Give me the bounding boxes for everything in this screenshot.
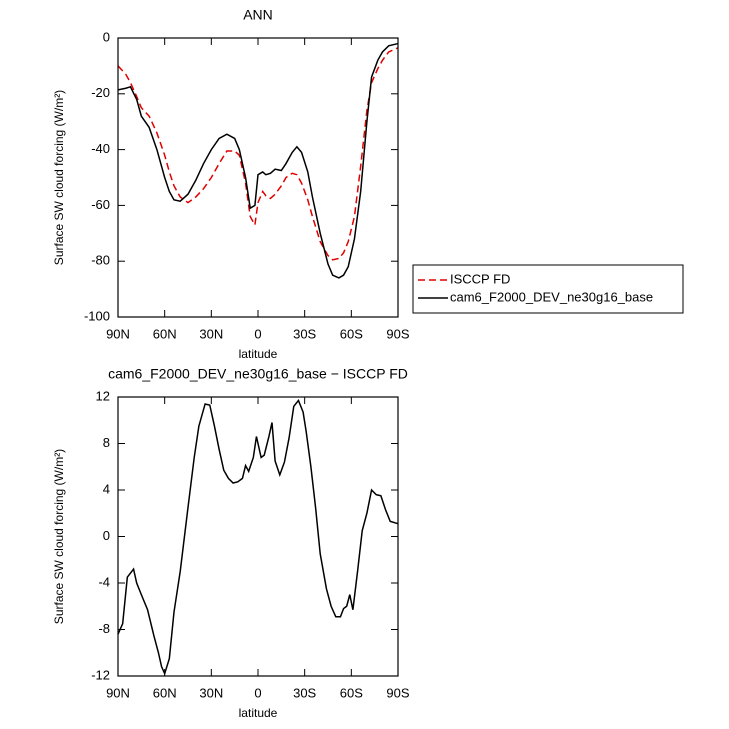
y-tick-label: 4 [103, 481, 110, 496]
data-line [117, 47, 399, 261]
legend: ISCCP FD cam6_F2000_DEV_ne30g16_base [412, 264, 684, 314]
y-tick-label: -20 [91, 85, 110, 100]
x-tick-label: 0 [254, 326, 261, 341]
y-tick-label: -4 [98, 574, 110, 589]
y-axis-label: Surface SW cloud forcing (W/m²) [52, 90, 66, 265]
x-tick-label: 90S [386, 685, 409, 700]
chart-title: ANN [243, 7, 273, 23]
x-tick-label: 60S [340, 326, 363, 341]
y-tick-label: 0 [103, 528, 110, 543]
x-tick-label: 30S [293, 326, 316, 341]
x-tick-label: 30N [199, 685, 223, 700]
plot-frame [117, 396, 399, 677]
x-axis-label: latitude [239, 347, 278, 361]
x-axis-label: latitude [239, 706, 278, 720]
legend-label: ISCCP FD [450, 271, 510, 286]
y-tick-label: 8 [103, 435, 110, 450]
x-tick-label: 30S [293, 685, 316, 700]
x-tick-label: 60S [340, 685, 363, 700]
y-tick-label: 0 [103, 29, 110, 44]
x-tick-label: 0 [254, 685, 261, 700]
y-tick-label: -100 [84, 308, 110, 323]
legend-label: cam6_F2000_DEV_ne30g16_base [450, 289, 653, 304]
data-line [117, 399, 399, 676]
plot-frame [117, 37, 399, 318]
y-tick-label: -40 [91, 141, 110, 156]
y-tick-label: -80 [91, 253, 110, 268]
y-tick-label: -60 [91, 197, 110, 212]
data-line [117, 42, 399, 279]
x-tick-label: 90N [106, 685, 130, 700]
y-tick-label: 12 [96, 388, 110, 403]
x-tick-label: 90N [106, 326, 130, 341]
legend-box [412, 264, 684, 314]
x-tick-label: 60N [153, 326, 177, 341]
x-tick-label: 30N [199, 326, 223, 341]
x-tick-label: 90S [386, 326, 409, 341]
chart-title: cam6_F2000_DEV_ne30g16_base − ISCCP FD [108, 366, 408, 382]
y-tick-label: -8 [98, 621, 110, 636]
y-tick-label: -12 [91, 667, 110, 682]
x-tick-label: 60N [153, 685, 177, 700]
y-axis-label: Surface SW cloud forcing (W/m²) [52, 449, 66, 624]
